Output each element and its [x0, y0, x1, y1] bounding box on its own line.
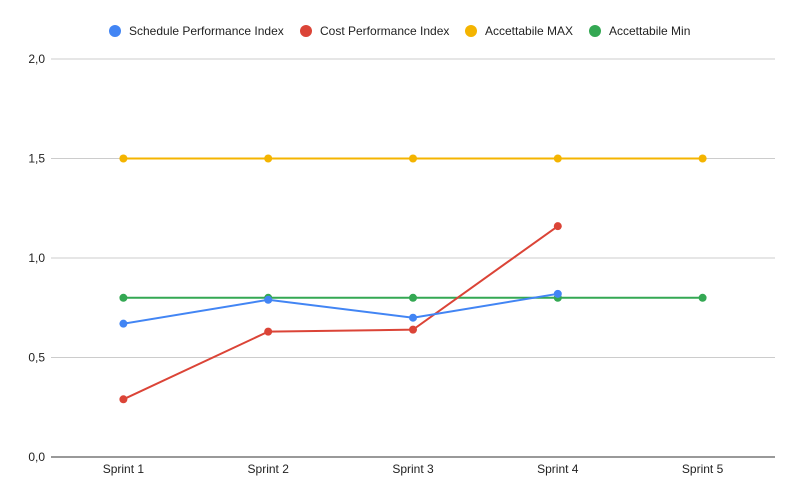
legend-label: Accettabile MAX — [485, 24, 573, 38]
y-tick-label: 1,0 — [28, 251, 45, 265]
data-point — [409, 293, 417, 302]
legend-marker — [300, 25, 312, 37]
legend-label: Accettabile Min — [609, 24, 690, 38]
data-point — [119, 395, 128, 404]
data-point — [409, 313, 417, 322]
series-line — [123, 292, 558, 325]
data-point — [264, 327, 273, 336]
x-tick-label: Sprint 3 — [392, 462, 434, 476]
y-tick-label: 0,0 — [28, 450, 45, 464]
data-point — [119, 154, 128, 163]
data-point — [409, 325, 417, 334]
data-point — [698, 293, 707, 302]
legend: Schedule Performance Index Cost Performan… — [109, 24, 690, 38]
x-tick-label: Sprint 1 — [103, 462, 145, 476]
legend-marker — [465, 25, 477, 37]
y-tick-label: 1,5 — [28, 152, 45, 166]
data-point — [553, 154, 562, 163]
y-axis-ticks: 0,0 0,5 1,0 1,5 2,0 — [28, 52, 45, 464]
legend-marker — [589, 25, 601, 37]
legend-item: Cost Performance Index — [300, 24, 449, 38]
x-tick-label: Sprint 4 — [537, 462, 579, 476]
data-point — [119, 319, 128, 328]
x-tick-label: Sprint 5 — [682, 462, 724, 476]
data-point — [553, 222, 562, 231]
data-point — [409, 154, 417, 163]
legend-label: Cost Performance Index — [320, 24, 449, 38]
data-point — [698, 154, 707, 163]
x-axis-ticks: Sprint 1 Sprint 2 Sprint 3 Sprint 4 Sprint 5 — [103, 462, 724, 476]
series-4 — [119, 293, 707, 302]
series-1 — [119, 289, 562, 328]
series-2 — [119, 222, 562, 404]
data-point — [119, 293, 128, 302]
series-layer — [119, 154, 707, 404]
data-point — [264, 154, 273, 163]
series-line — [122, 225, 559, 401]
x-tick-label: Sprint 2 — [248, 462, 290, 476]
legend-label: Schedule Performance Index — [129, 24, 284, 38]
grid — [51, 58, 775, 458]
legend-item: Accettabile MAX — [465, 24, 573, 38]
y-tick-label: 0,5 — [28, 351, 45, 365]
legend-marker — [109, 25, 121, 37]
legend-item: Accettabile Min — [589, 24, 690, 38]
data-point — [264, 295, 273, 304]
y-tick-label: 2,0 — [28, 52, 45, 66]
legend-item: Schedule Performance Index — [109, 24, 284, 38]
series-3 — [119, 154, 707, 163]
data-point — [553, 289, 562, 298]
